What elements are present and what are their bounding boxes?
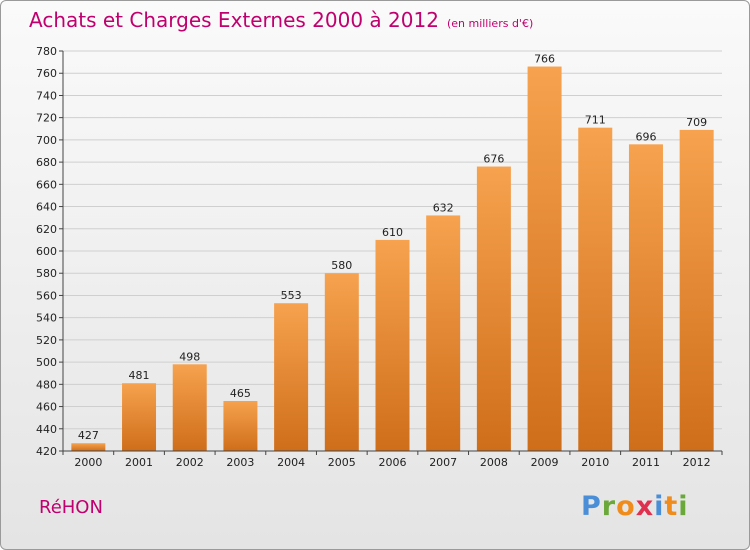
y-tick-label: 460 (36, 401, 57, 414)
y-tick-label: 560 (36, 289, 57, 302)
value-label-2010: 711 (585, 114, 606, 127)
value-label-2009: 766 (534, 53, 555, 66)
x-tick-label-2010: 2010 (581, 456, 609, 469)
y-axis: 420 440 460 480 500 520 540 560 580 600 620 640 660 6… (36, 45, 64, 458)
y-tick-label: 480 (36, 378, 57, 391)
bar-2003 (223, 401, 258, 451)
bar-2009 (527, 66, 562, 452)
x-tick-label-2001: 2001 (125, 456, 153, 469)
y-tick-label: 780 (36, 45, 57, 58)
x-tick-label-2000: 2000 (74, 456, 102, 469)
logo-letter: o (616, 491, 636, 522)
proxiti-logo[interactable]: Proxiti (581, 491, 689, 522)
y-tick-label: 680 (36, 156, 57, 169)
value-label-2008: 676 (483, 153, 504, 166)
y-tick-label: 500 (36, 356, 57, 369)
y-tick-label: 620 (36, 223, 57, 236)
logo-letter: r (601, 491, 617, 522)
bar-2008 (476, 166, 511, 452)
value-label-2001: 481 (129, 369, 150, 382)
value-label-2002: 498 (179, 350, 200, 363)
x-tick-label-2003: 2003 (226, 456, 254, 469)
chart-title: Achats et Charges Externes 2000 à 2012 (e… (29, 8, 533, 32)
bar-2010 (578, 127, 613, 452)
bar-2004 (274, 303, 309, 451)
bar-2005 (324, 273, 359, 451)
value-label-2005: 580 (331, 259, 352, 272)
bar-2006 (375, 239, 410, 451)
logo-letter: t (664, 491, 679, 522)
x-axis: 2000 2001 2002 2003 2004 2005 2006 2007 2008 2009… (62, 450, 723, 469)
x-tick-label-2009: 2009 (531, 456, 559, 469)
value-label-2004: 553 (281, 289, 302, 302)
x-tick-label-2005: 2005 (328, 456, 356, 469)
y-tick-label: 660 (36, 178, 57, 191)
value-label-2003: 465 (230, 387, 251, 400)
y-tick-label: 520 (36, 334, 57, 347)
logo-letter: x (635, 491, 655, 522)
y-tick-label: 720 (36, 112, 57, 125)
chart-subtitle: (en milliers d'€) (446, 17, 534, 30)
logo-letter: P (581, 491, 602, 522)
x-tick-label-2008: 2008 (480, 456, 508, 469)
bars: 427 481 498 465 553 580 610 632 676 766 711 696 709 (71, 53, 714, 452)
chart-title-text: Achats et Charges Externes 2000 à 2012 (29, 8, 439, 32)
bar-2012 (679, 129, 714, 451)
y-tick-label: 740 (36, 89, 57, 102)
x-tick-label-2011: 2011 (632, 456, 660, 469)
value-label-2012: 709 (686, 116, 707, 129)
y-tick-label: 440 (36, 423, 57, 436)
city-name: RéHON (39, 497, 103, 518)
y-tick-label: 760 (36, 67, 57, 80)
x-tick-label-2002: 2002 (176, 456, 204, 469)
logo-letter: i (654, 491, 665, 522)
y-tick-label: 540 (36, 312, 57, 325)
y-tick-label: 420 (36, 445, 57, 458)
bar-2002 (172, 364, 207, 451)
bar-2000 (71, 443, 106, 451)
x-tick-label-2006: 2006 (379, 456, 407, 469)
bar-2001 (122, 383, 157, 451)
y-tick-label: 700 (36, 134, 57, 147)
y-tick-label: 640 (36, 201, 57, 214)
logo-letter: i (678, 491, 689, 522)
x-tick-label-2007: 2007 (429, 456, 457, 469)
value-label-2000: 427 (78, 429, 99, 442)
value-label-2006: 610 (382, 226, 403, 239)
value-label-2007: 632 (433, 201, 454, 214)
y-tick-label: 600 (36, 245, 57, 258)
value-label-2011: 696 (635, 130, 656, 143)
bar-2011 (628, 144, 663, 452)
x-tick-label-2012: 2012 (683, 456, 711, 469)
bar-2007 (426, 215, 461, 451)
x-tick-label-2004: 2004 (277, 456, 305, 469)
y-tick-label: 580 (36, 267, 57, 280)
